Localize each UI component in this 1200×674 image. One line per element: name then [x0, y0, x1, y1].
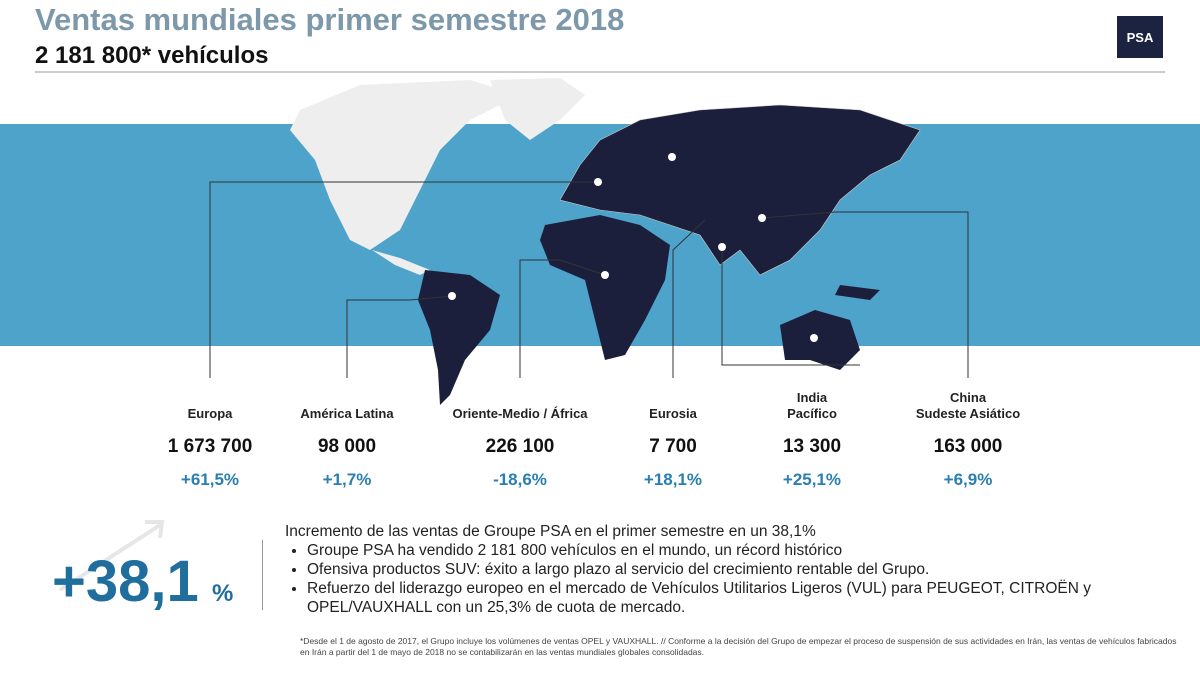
logo: PSA: [1117, 16, 1163, 58]
footnote: *Desde el 1 de agosto de 2017, el Grupo …: [300, 636, 1177, 657]
dots: [448, 153, 818, 342]
bullets: Groupe PSA ha vendido 2 181 800 vehículo…: [285, 541, 1165, 617]
arrow-decor: [58, 520, 165, 592]
dot: [758, 214, 766, 222]
north-america: [290, 80, 520, 250]
bullet: Ofensiva productos SUV: éxito a largo pl…: [307, 560, 1165, 579]
region-change: +25,1%: [782, 470, 842, 489]
region-name: Eurosia: [649, 406, 697, 421]
bullet: Refuerzo del liderazgo europeo en el mer…: [307, 579, 1165, 617]
separator: [262, 540, 263, 610]
region-value: 163 000: [933, 436, 1003, 457]
highlight-value: +38,1: [52, 549, 199, 614]
region-name: China: [949, 390, 987, 405]
text-block: Incremento de las ventas de Groupe PSA e…: [285, 522, 1165, 617]
leader-eurosia: [672, 219, 706, 378]
region-change: +18,1%: [643, 470, 703, 489]
region-change: -18,6%: [493, 470, 547, 489]
australia: [780, 310, 860, 370]
region-name: Pacífico: [787, 406, 837, 421]
dot: [810, 334, 818, 342]
central-america: [372, 250, 430, 275]
title: Ventas mundiales primer semestre 2018: [35, 2, 625, 37]
greenland: [490, 78, 585, 140]
region-change: +1,7%: [322, 470, 372, 489]
region-value: 13 300: [782, 436, 842, 457]
region-change: +61,5%: [180, 470, 240, 489]
leader-europa: [209, 181, 598, 378]
subtitle: 2 181 800* vehículos: [35, 42, 269, 69]
highlight-unit: %: [212, 580, 234, 607]
region-change: +6,9%: [943, 470, 993, 489]
intro: Incremento de las ventas de Groupe PSA e…: [285, 523, 816, 540]
leader-latam: [346, 295, 453, 378]
eurasia: [559, 104, 921, 276]
leaders: [209, 181, 969, 378]
region-name: Sudeste Asiático: [915, 406, 1021, 421]
leader-india: [721, 247, 860, 366]
region-name: India: [796, 390, 828, 405]
dot: [594, 178, 602, 186]
leader-china: [761, 211, 969, 378]
region-value: 226 100: [485, 436, 555, 457]
region-name: América Latina: [300, 406, 394, 421]
south-america: [418, 270, 500, 405]
region-value: 98 000: [317, 436, 377, 457]
dot: [601, 271, 609, 279]
leader-africa: [519, 259, 606, 378]
dot: [448, 292, 456, 300]
indonesia: [835, 285, 880, 300]
region-name: Europa: [187, 406, 233, 421]
bullet: Groupe PSA ha vendido 2 181 800 vehículo…: [307, 541, 1165, 560]
dot: [718, 243, 726, 251]
africa: [540, 215, 670, 360]
region-name: Oriente-Medio / África: [452, 406, 588, 421]
region-value: 7 700: [649, 436, 697, 457]
dot: [668, 153, 676, 161]
region-value: 1 673 700: [167, 436, 253, 457]
